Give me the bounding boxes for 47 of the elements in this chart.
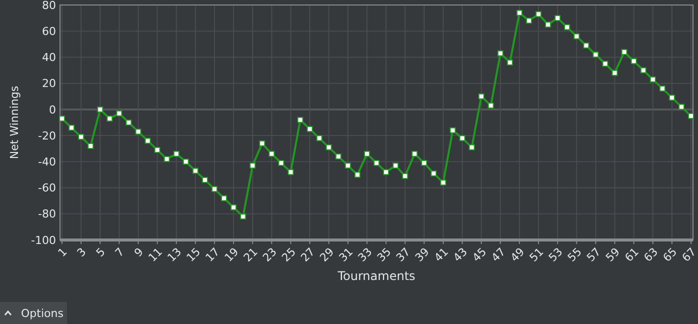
x-axis-title: Tournaments <box>336 269 416 283</box>
x-tick-label: 5 <box>94 245 108 260</box>
x-tick-label: 15 <box>184 245 204 264</box>
x-tick-label: 53 <box>546 245 566 264</box>
x-tick-label: 55 <box>565 245 584 264</box>
x-tick-label: 43 <box>450 245 470 264</box>
x-tick-label: 51 <box>527 245 546 264</box>
x-tick-label: 3 <box>74 245 89 260</box>
x-tick-label: 25 <box>279 245 298 264</box>
y-tick-label: -80 <box>38 208 56 221</box>
y-axis-title: Net Winnings <box>8 86 21 160</box>
x-tick-label: 63 <box>641 245 661 264</box>
x-tick-label: 33 <box>356 245 375 264</box>
x-tick-label: 13 <box>164 245 184 264</box>
x-tick-label: 1 <box>56 245 70 260</box>
y-tick-label: 20 <box>42 77 56 90</box>
x-tick-label: 47 <box>488 245 508 264</box>
y-tick-label: -20 <box>38 129 56 142</box>
x-tick-label: 57 <box>584 245 604 264</box>
x-tick-label: 67 <box>680 245 698 264</box>
y-tick-label: 0 <box>49 103 56 116</box>
x-tick-label: 21 <box>241 245 260 264</box>
x-tick-label: 23 <box>260 245 280 264</box>
x-tick-label: 49 <box>508 245 528 264</box>
x-tick-label: 29 <box>317 245 337 264</box>
y-tick-label: -60 <box>38 182 56 195</box>
x-tick-label: 61 <box>622 245 642 264</box>
x-tick-label: 19 <box>222 245 242 264</box>
x-tick-label: 37 <box>394 245 413 264</box>
y-tick-label: 80 <box>42 0 56 12</box>
x-tick-label: 9 <box>132 245 146 260</box>
x-tick-label: 35 <box>374 245 394 264</box>
x-tick-label: 59 <box>603 245 622 264</box>
x-tick-label: 45 <box>470 245 490 264</box>
x-tick-label: 31 <box>336 245 356 264</box>
text: Options <box>21 307 64 320</box>
y-tick-label: 40 <box>42 51 56 64</box>
y-tick-label: -40 <box>38 156 56 169</box>
x-tick-label: 7 <box>112 245 127 260</box>
x-tick-label: 17 <box>203 245 222 264</box>
x-tick-label: 39 <box>412 245 432 264</box>
y-tick-label: -100 <box>31 234 56 247</box>
x-tick-label: 65 <box>660 245 680 264</box>
x-tick-label: 27 <box>298 245 318 264</box>
x-tick-label: 41 <box>432 245 451 264</box>
x-tick-label: 11 <box>146 245 165 264</box>
y-tick-label: 60 <box>42 24 56 38</box>
